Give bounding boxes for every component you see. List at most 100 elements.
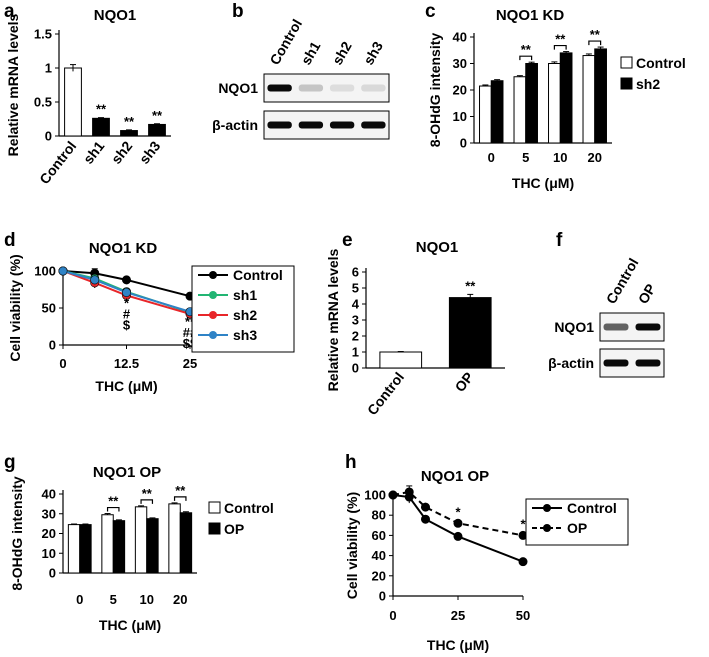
y-axis-label: Cell viability (%) [344, 492, 360, 599]
bar-sh2-10 [559, 52, 573, 144]
y-tick-label: 50 [42, 301, 56, 316]
y-tick-label: 40 [372, 548, 386, 563]
x-category-label: 10 [553, 150, 567, 165]
x-tick-label: 25 [451, 608, 465, 623]
significance-marker: ** [142, 486, 153, 501]
panel-c-chart: NQO1 KD 0 10 20 30 40 8-OHdG intensity THC (μM)… [427, 7, 686, 191]
panel-label-e: e [342, 230, 353, 251]
legend-label-sh1: sh1 [233, 287, 257, 303]
panel-h-chart: NQO1 OP 0 20 40 60 80 100 Cell viability (%) THC… [344, 468, 629, 653]
bar-sh2-20 [594, 48, 607, 144]
bar-sh3 [148, 123, 166, 137]
legend-label-control: Control [233, 267, 283, 283]
bar-control-20 [168, 503, 181, 574]
y-tick-label: 30 [42, 506, 56, 521]
significance-marker: ** [555, 32, 566, 47]
legend-label-control: Control [224, 500, 274, 516]
x-tick-label: 25 [183, 356, 197, 371]
y-tick-label: 1 [45, 61, 52, 76]
x-axis-label: THC (μM) [99, 617, 161, 633]
legend-marker-op [543, 524, 551, 532]
bar-sh1 [92, 117, 110, 137]
bar-sh2 [120, 130, 138, 137]
blot-band [635, 359, 661, 367]
legend-label-op: OP [224, 521, 244, 537]
significance-marker: ** [96, 102, 107, 117]
legend-label-sh2: sh2 [233, 307, 257, 323]
significance-marker: ** [124, 114, 135, 129]
significance-marker: ** [108, 494, 119, 509]
x-axis-label: THC (μM) [427, 637, 489, 653]
y-axis-label: 8-OHdG intensity [9, 476, 25, 591]
blot-lane-label: sh2 [329, 38, 355, 67]
y-tick-label: 0 [45, 129, 52, 144]
blot-band [603, 323, 629, 331]
bar-control-10 [134, 506, 148, 574]
significance-marker: ** [152, 108, 163, 123]
x-axis-label: THC (μM) [95, 378, 157, 394]
panel-d-chart: NQO1 KD 0 50 100 Cell viability (%) THC (μM) 0… [7, 240, 295, 394]
significance-bracket [106, 506, 120, 512]
blot-row-label: β-actin [212, 117, 258, 133]
x-category-label: sh2 [108, 138, 136, 167]
y-tick-label: 20 [372, 568, 386, 583]
y-tick-label: 0 [49, 338, 56, 353]
legend-swatch-control [208, 501, 221, 514]
significance-bracket [140, 499, 154, 504]
series-line-sh3 [62, 270, 191, 313]
legend-swatch-control [620, 56, 633, 69]
y-tick-label: 40 [453, 30, 467, 45]
x-tick-label: 0 [389, 608, 396, 623]
y-tick-label: 20 [453, 83, 467, 98]
blot-band [329, 121, 355, 129]
legend-marker-sh2 [209, 311, 217, 319]
bar-control-0 [479, 85, 492, 144]
significance-bracket [553, 44, 567, 50]
legend-box [191, 265, 295, 353]
chart-title: NQO1 KD [89, 240, 158, 257]
panel-label-f: f [556, 230, 563, 251]
chart-title: NQO1 OP [421, 468, 489, 485]
data-point-sh3 [58, 266, 68, 276]
data-point-control [420, 514, 430, 524]
x-category-label: 20 [173, 592, 187, 607]
panel-label-b: b [232, 1, 244, 22]
panel-label-c: c [425, 1, 436, 22]
legend-label-sh2: sh2 [636, 76, 660, 92]
significance-marker: ** [175, 483, 186, 498]
data-point-control [122, 275, 132, 285]
significance-marker: # [123, 306, 131, 321]
data-point-op [388, 490, 398, 500]
panel-g-chart: NQO1 OP 0 10 20 30 40 8-OHdG intensity THC (μM)… [9, 464, 274, 633]
bar-op-5 [112, 520, 126, 574]
legend-box [525, 498, 629, 546]
panel-label-a: a [4, 1, 15, 22]
bar-op [448, 297, 492, 369]
panel-a-chart: NQO1 0 0.5 1 1.5 Relative mRNA levels Control *… [5, 7, 171, 187]
panel-label-g: g [4, 452, 16, 473]
significance-marker: ** [465, 278, 476, 293]
x-axis-label: THC (μM) [512, 175, 574, 191]
significance-marker: * [455, 504, 461, 519]
blot-band [298, 121, 324, 129]
bar-op-0 [79, 524, 92, 574]
x-category-label: OP [452, 369, 477, 395]
legend-swatch-op [208, 522, 221, 535]
significance-marker: ** [521, 42, 532, 57]
legend-label-control: Control [567, 500, 617, 516]
bar-sh2-0 [490, 80, 504, 144]
data-point-sh3 [122, 287, 132, 297]
legend-label-control: Control [636, 55, 686, 71]
x-category-label: 0 [76, 592, 83, 607]
x-category-label: sh1 [80, 138, 108, 167]
legend-label-sh3: sh3 [233, 327, 257, 343]
bar-control-20 [582, 55, 596, 144]
blot-band [267, 84, 292, 92]
bar-control-0 [67, 524, 81, 574]
y-axis-label: Relative mRNA levels [325, 248, 341, 391]
series-line-op [392, 490, 524, 537]
x-category-label: Control [36, 138, 79, 187]
legend-swatch-sh2 [620, 77, 633, 90]
y-tick-label: 80 [372, 508, 386, 523]
panel-label-d: d [4, 230, 16, 251]
